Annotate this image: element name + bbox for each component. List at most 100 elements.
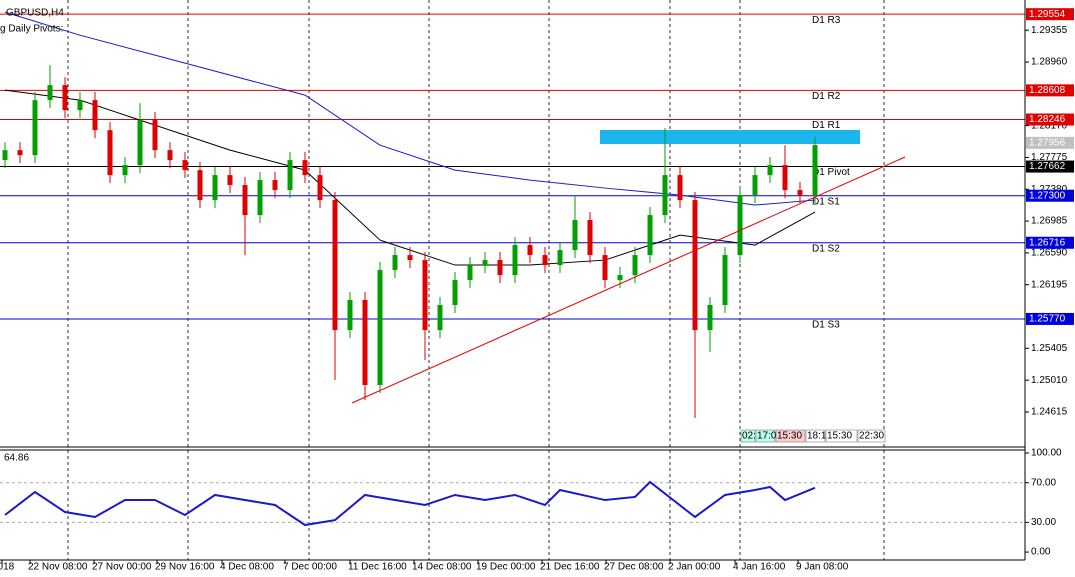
candle-body xyxy=(257,180,263,216)
candle-body xyxy=(707,305,713,331)
current-price-label: 1.27956 xyxy=(1029,138,1066,149)
candle-body xyxy=(482,260,488,266)
candle-body xyxy=(287,160,293,191)
y-tick-label: 1.26195 xyxy=(1031,279,1068,290)
candle-body xyxy=(602,255,608,281)
candle-body xyxy=(692,200,698,331)
symbol-title: GBPUSD,H4 xyxy=(6,8,64,19)
session-label: 15:30 xyxy=(777,431,802,442)
x-tick-label: 22 Nov 08:00 xyxy=(28,562,88,573)
session-label: 17:0 xyxy=(757,431,777,442)
candle-body xyxy=(137,120,143,166)
pivot-price-label: 1.27662 xyxy=(1029,161,1066,172)
x-tick-label: 27 Dec 08:00 xyxy=(604,562,664,573)
pivot-price-box xyxy=(1026,312,1074,325)
session-box xyxy=(857,429,886,443)
candle-body xyxy=(617,275,623,281)
pivot-price-label: 1.28246 xyxy=(1029,114,1066,125)
session-label: 15:30 xyxy=(827,431,852,442)
candle-body xyxy=(272,180,278,191)
indicator-value: 64.86 xyxy=(4,453,29,464)
candle-body xyxy=(527,245,533,256)
x-tick-label: 21 Dec 16:00 xyxy=(540,562,600,573)
candle-body xyxy=(62,85,68,111)
candle-body xyxy=(92,100,98,131)
pivot-price-label: 1.27300 xyxy=(1029,190,1066,201)
pivot-price-box xyxy=(1026,8,1074,21)
y-tick-label: 1.28960 xyxy=(1031,57,1068,68)
candle-body xyxy=(752,175,758,196)
x-tick-label: 11 Dec 16:00 xyxy=(348,562,407,573)
session-box xyxy=(775,429,806,443)
x-tick-label: 2018 xyxy=(0,562,15,573)
x-tick-label: 29 Nov 16:00 xyxy=(155,562,215,573)
y-tick-label: 1.26590 xyxy=(1031,248,1068,259)
candle-body xyxy=(17,150,23,156)
candle-body xyxy=(152,120,158,151)
candle-body xyxy=(122,165,128,176)
current-price-box xyxy=(1026,136,1074,149)
candle-body xyxy=(182,160,188,171)
candle-body xyxy=(242,185,248,216)
candle-body xyxy=(587,220,593,256)
candle-body xyxy=(767,165,773,176)
pivot-price-box xyxy=(1026,189,1074,202)
y-tick-label: 1.27380 xyxy=(1031,184,1068,195)
candle-body xyxy=(512,245,518,276)
pivot-price-box xyxy=(1026,113,1074,126)
candle-body xyxy=(497,260,503,276)
pivot-name: D1 S3 xyxy=(812,320,840,331)
candle-body xyxy=(737,195,743,256)
candle-body xyxy=(407,255,413,261)
pivot-name: D1 Pivot xyxy=(812,167,850,178)
pivot-price-box xyxy=(1026,84,1074,97)
session-box xyxy=(805,429,826,443)
candle-body xyxy=(797,190,803,196)
y-tick-label: 1.25405 xyxy=(1031,343,1068,354)
candle-body xyxy=(422,260,428,331)
x-tick-label: 2 Jan 00:00 xyxy=(668,562,721,573)
pivot-name: D1 R2 xyxy=(812,91,841,102)
x-tick-label: 27 Nov 00:00 xyxy=(92,562,152,573)
candle-body xyxy=(302,160,308,176)
pivot-price-label: 1.29554 xyxy=(1029,9,1066,20)
pivot-name: D1 R3 xyxy=(812,15,841,26)
candle-body xyxy=(227,175,233,186)
x-tick-label: 19 Dec 00:00 xyxy=(476,562,536,573)
session-box xyxy=(740,429,756,443)
y-tick-label: 1.24615 xyxy=(1031,407,1068,418)
marks: D1 R3 D1 R2 D1 R1 D1 Pivot D1 S1 D1 S2 D1 S3 xyxy=(0,11,1025,527)
session-box xyxy=(755,429,776,443)
pivot-name: D1 R1 xyxy=(812,120,841,131)
candle-body xyxy=(677,175,683,201)
y-tick-label: 0.00 xyxy=(1031,547,1051,558)
candle-body xyxy=(107,130,113,176)
pivot-name: D1 S2 xyxy=(812,243,840,254)
x-tick-label: 14 Dec 08:00 xyxy=(412,562,472,573)
x-tick-label: 4 Dec 08:00 xyxy=(220,562,274,573)
y-tick-label: 1.26985 xyxy=(1031,216,1068,227)
y-tick-label: 1.29355 xyxy=(1031,25,1068,36)
x-tick-label: 9 Jan 08:00 xyxy=(796,562,849,573)
pivot-price-box xyxy=(1026,160,1074,173)
candle-body xyxy=(572,220,578,251)
candle-body xyxy=(77,100,83,111)
candle-body xyxy=(362,300,368,385)
candle-body xyxy=(197,170,203,201)
candle-body xyxy=(347,300,353,331)
candle-body xyxy=(647,215,653,256)
y-tick-label: 1.25010 xyxy=(1031,375,1068,386)
candle-body xyxy=(377,270,383,385)
candle-body xyxy=(2,150,8,161)
candle-body xyxy=(662,175,668,216)
y-tick-label: 1.27775 xyxy=(1031,152,1068,163)
candle-body xyxy=(32,100,38,156)
candle-body xyxy=(722,255,728,306)
candle-body xyxy=(437,305,443,331)
y-tick-label: 30.00 xyxy=(1031,517,1056,528)
x-tick-label: 4 Jan 16:00 xyxy=(733,562,786,573)
session-label: 22:30 xyxy=(859,431,884,442)
candle-body xyxy=(47,85,53,101)
